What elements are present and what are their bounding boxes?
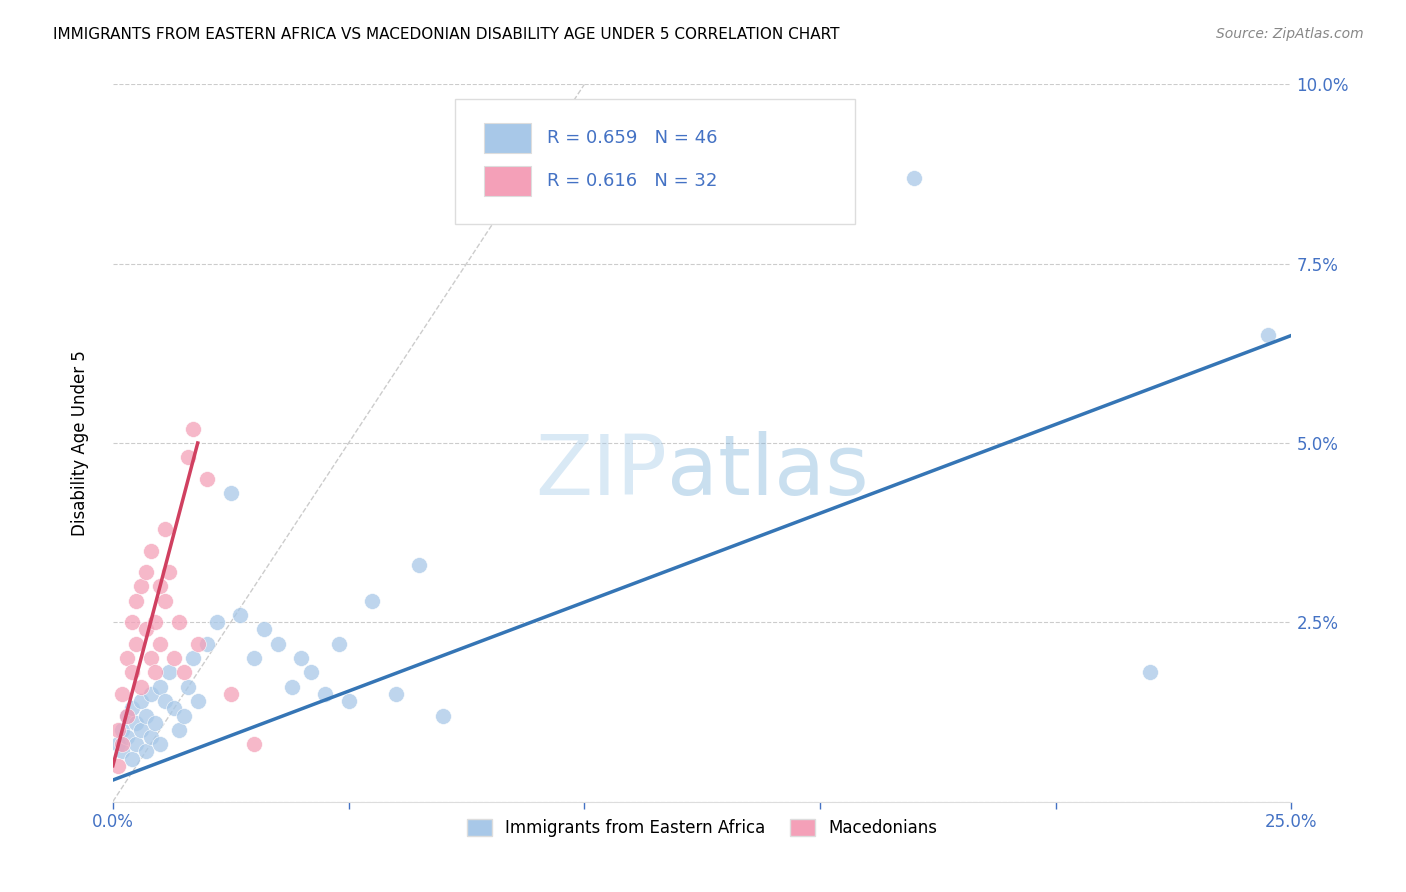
Point xyxy=(121,751,143,765)
FancyBboxPatch shape xyxy=(454,99,855,224)
Y-axis label: Disability Age Under 5: Disability Age Under 5 xyxy=(72,350,89,536)
Point xyxy=(129,723,152,737)
Point xyxy=(111,687,134,701)
Point xyxy=(121,615,143,630)
Point xyxy=(135,708,157,723)
Point xyxy=(290,651,312,665)
Point xyxy=(243,737,266,751)
Point xyxy=(432,708,454,723)
Point xyxy=(125,715,148,730)
Point xyxy=(337,694,360,708)
Point xyxy=(153,694,176,708)
Point xyxy=(143,615,166,630)
FancyBboxPatch shape xyxy=(484,123,531,153)
Point xyxy=(139,730,162,744)
Point xyxy=(143,715,166,730)
Point xyxy=(153,522,176,536)
Point xyxy=(1139,665,1161,680)
Point xyxy=(299,665,322,680)
Point xyxy=(314,687,336,701)
Text: Source: ZipAtlas.com: Source: ZipAtlas.com xyxy=(1216,27,1364,41)
Text: atlas: atlas xyxy=(666,431,869,512)
Point xyxy=(159,565,181,579)
Point xyxy=(111,744,134,758)
Text: R = 0.659   N = 46: R = 0.659 N = 46 xyxy=(547,129,717,147)
Point xyxy=(129,694,152,708)
Text: R = 0.616   N = 32: R = 0.616 N = 32 xyxy=(547,172,717,190)
Point xyxy=(181,422,204,436)
Point xyxy=(167,723,190,737)
Point xyxy=(187,694,209,708)
Point xyxy=(408,558,430,572)
Point xyxy=(139,543,162,558)
Point xyxy=(177,680,200,694)
Point xyxy=(135,744,157,758)
Point xyxy=(903,170,925,185)
Point xyxy=(115,651,138,665)
Point xyxy=(219,687,242,701)
Point xyxy=(173,708,195,723)
Point xyxy=(243,651,266,665)
Point xyxy=(173,665,195,680)
Point xyxy=(135,565,157,579)
Point xyxy=(115,708,138,723)
Point xyxy=(149,579,172,593)
Point xyxy=(149,680,172,694)
Point xyxy=(163,701,186,715)
Point xyxy=(139,687,162,701)
Point xyxy=(205,615,228,630)
Point xyxy=(129,579,152,593)
Point xyxy=(361,594,384,608)
Point xyxy=(107,737,129,751)
Point xyxy=(177,450,200,465)
Point xyxy=(121,665,143,680)
Legend: Immigrants from Eastern Africa, Macedonians: Immigrants from Eastern Africa, Macedoni… xyxy=(460,812,945,844)
Point xyxy=(187,637,209,651)
Point xyxy=(1257,328,1279,343)
Point xyxy=(143,665,166,680)
Point xyxy=(111,737,134,751)
Point xyxy=(125,737,148,751)
Point xyxy=(125,594,148,608)
Point xyxy=(267,637,290,651)
Point xyxy=(229,608,252,623)
Point xyxy=(107,758,129,772)
Text: ZIP: ZIP xyxy=(534,431,666,512)
Point xyxy=(219,486,242,500)
Text: IMMIGRANTS FROM EASTERN AFRICA VS MACEDONIAN DISABILITY AGE UNDER 5 CORRELATION : IMMIGRANTS FROM EASTERN AFRICA VS MACEDO… xyxy=(53,27,839,42)
Point xyxy=(149,637,172,651)
Point xyxy=(125,637,148,651)
Point xyxy=(167,615,190,630)
Point xyxy=(115,730,138,744)
Point xyxy=(111,723,134,737)
Point xyxy=(195,472,218,486)
Point xyxy=(149,737,172,751)
Point xyxy=(115,708,138,723)
Point xyxy=(328,637,350,651)
Point xyxy=(195,637,218,651)
Point xyxy=(135,623,157,637)
Point xyxy=(139,651,162,665)
Point xyxy=(107,723,129,737)
Point xyxy=(384,687,406,701)
Point xyxy=(281,680,304,694)
Point xyxy=(159,665,181,680)
Point xyxy=(121,701,143,715)
Point xyxy=(181,651,204,665)
Point xyxy=(153,594,176,608)
Point xyxy=(163,651,186,665)
Point xyxy=(129,680,152,694)
FancyBboxPatch shape xyxy=(484,166,531,196)
Point xyxy=(253,623,276,637)
